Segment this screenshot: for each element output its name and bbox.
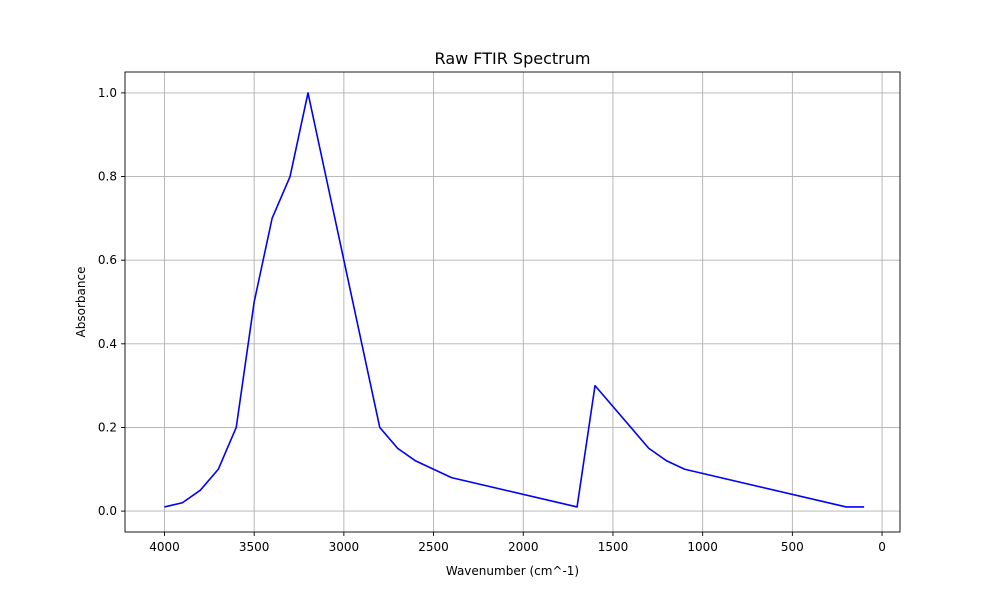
y-axis-ticks: 0.0 0.2 0.4 0.6 0.8 1.0	[98, 86, 125, 518]
plot-frame	[124, 71, 901, 533]
x-tick-label: 0	[878, 540, 886, 554]
x-tick-label: 4000	[149, 540, 180, 554]
x-tick-label: 3500	[239, 540, 270, 554]
x-tick-label: 2000	[508, 540, 539, 554]
y-tick-label: 0.6	[98, 253, 117, 267]
x-tick-label: 1000	[687, 540, 718, 554]
grid	[125, 72, 900, 532]
series-layer	[164, 92, 865, 508]
y-axis-label: Absorbance	[74, 267, 88, 338]
x-axis-label: Wavenumber (cm^-1)	[446, 564, 579, 578]
x-axis-ticks: 4000 3500 3000 2500 2000 1500 1000 500 0	[149, 532, 886, 554]
chart-title: Raw FTIR Spectrum	[435, 49, 591, 68]
x-tick-label: 2500	[418, 540, 449, 554]
x-tick-label: 500	[781, 540, 804, 554]
spectrum-line	[164, 92, 865, 508]
y-tick-label: 1.0	[98, 86, 117, 100]
x-tick-label: 1500	[598, 540, 629, 554]
y-tick-label: 0.0	[98, 504, 117, 518]
y-tick-label: 0.4	[98, 337, 117, 351]
y-tick-label: 0.2	[98, 420, 117, 434]
y-tick-label: 0.8	[98, 170, 117, 184]
x-tick-label: 3000	[329, 540, 360, 554]
